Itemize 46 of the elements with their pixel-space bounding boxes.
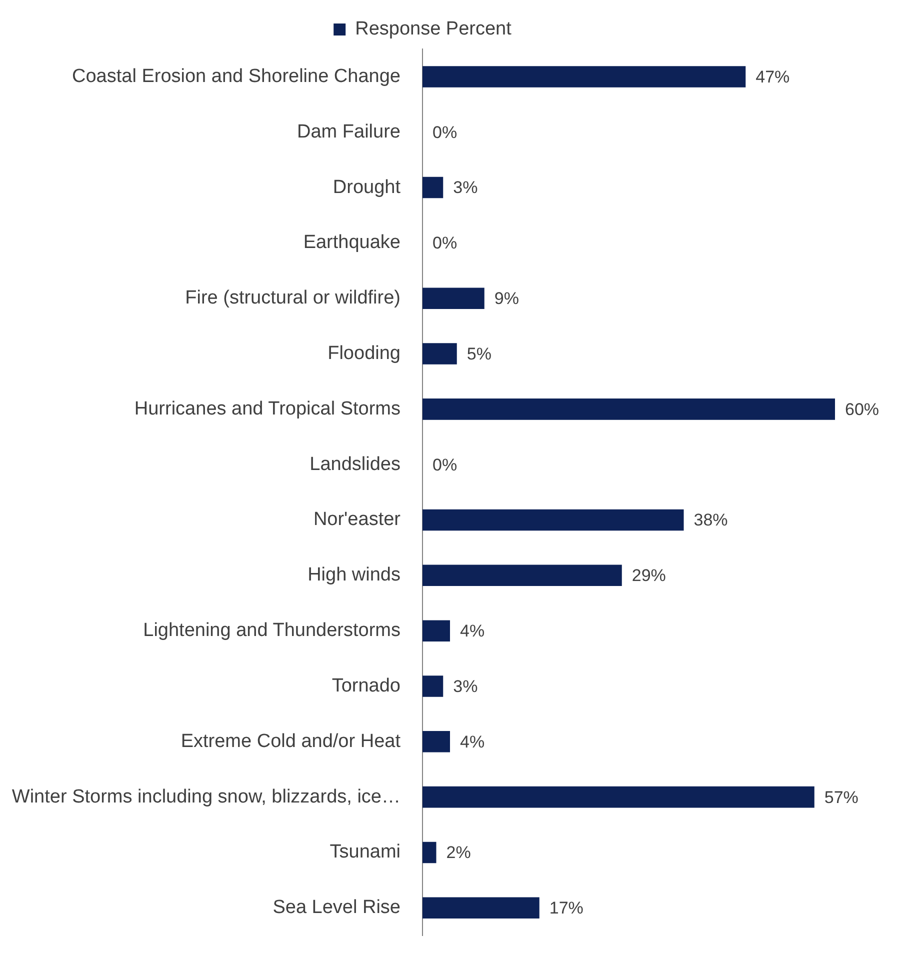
bar bbox=[422, 398, 835, 420]
data-label: 38% bbox=[694, 510, 728, 530]
y-tick-label: Tornado bbox=[332, 675, 400, 696]
data-label: 4% bbox=[460, 732, 485, 752]
data-label: 47% bbox=[756, 67, 790, 86]
data-label: 2% bbox=[446, 843, 471, 862]
y-tick-label: Extreme Cold and/or Heat bbox=[180, 730, 402, 752]
data-label: 57% bbox=[824, 788, 858, 807]
y-tick-label: Fire (structural or wildfire) bbox=[185, 288, 400, 309]
data-label: 0% bbox=[432, 234, 458, 253]
bar bbox=[422, 731, 450, 752]
y-tick-label: Tsunami bbox=[330, 842, 400, 863]
bar bbox=[422, 620, 450, 642]
y-tick-label: Sea Level Rise bbox=[272, 897, 400, 918]
bar bbox=[422, 66, 746, 88]
y-tick-label: Hurricanes and Tropical Storms bbox=[134, 398, 400, 420]
data-label: 3% bbox=[453, 178, 478, 198]
data-label: 17% bbox=[549, 898, 584, 918]
data-label: 0% bbox=[432, 122, 458, 142]
bar bbox=[422, 343, 457, 364]
bar bbox=[422, 176, 444, 198]
y-tick-label: Winter Storms including snow, blizzards, ice… bbox=[12, 786, 400, 808]
y-tick-label: Earthquake bbox=[303, 232, 400, 254]
y-tick-label: Landslides bbox=[310, 454, 400, 475]
y-tick-label: Coastal Erosion and Shoreline Change bbox=[72, 66, 400, 87]
data-label: 0% bbox=[432, 455, 458, 474]
y-tick-label: Drought bbox=[332, 176, 402, 198]
bar bbox=[422, 509, 684, 531]
data-label: 5% bbox=[466, 344, 492, 364]
data-label: 29% bbox=[632, 566, 666, 586]
y-tick-label: Flooding bbox=[328, 343, 400, 364]
bar bbox=[422, 676, 444, 697]
data-label: 60% bbox=[845, 400, 880, 419]
y-tick-label: Lightening and Thunderstorms bbox=[143, 620, 400, 642]
y-tick-label: Nor'easter bbox=[313, 509, 402, 530]
data-label: 3% bbox=[453, 676, 478, 696]
y-tick-label: Dam Failure bbox=[297, 121, 400, 142]
bar bbox=[422, 897, 540, 919]
legend-label: Response Percent bbox=[355, 18, 512, 40]
data-label: 4% bbox=[460, 622, 485, 641]
bar bbox=[422, 786, 814, 808]
data-label: 9% bbox=[494, 289, 519, 308]
bar bbox=[422, 564, 622, 586]
y-tick-label: High winds bbox=[308, 564, 400, 586]
bar bbox=[422, 842, 436, 864]
bar bbox=[422, 288, 484, 309]
